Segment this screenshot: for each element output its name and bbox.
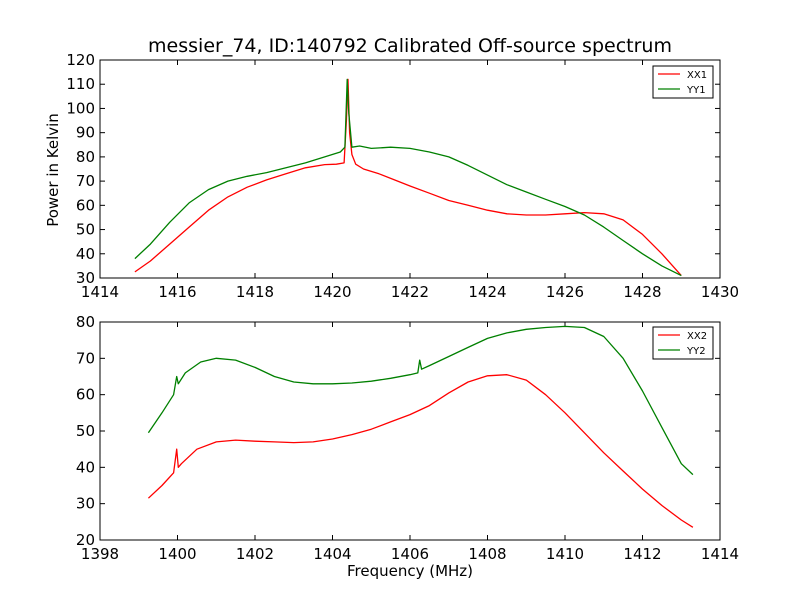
top-y-tick-label: 120 (66, 51, 95, 69)
series-line-yy1 (134, 78, 682, 277)
top-legend-box (652, 65, 714, 99)
bottom-legend-label-yy2: YY2 (686, 346, 706, 357)
series-line-xx2 (147, 374, 694, 528)
top-y-tick-label: 30 (76, 269, 95, 287)
top-chart-title: messier_74, ID:140792 Calibrated Off-sou… (148, 35, 672, 57)
bottom-x-axis-label: Frequency (MHz) (347, 562, 473, 580)
bottom-y-tick-label: 40 (76, 458, 95, 476)
bottom-series-lines (147, 325, 694, 528)
top-y-tick-label: 70 (76, 172, 95, 190)
top-x-tick-label: 1426 (546, 283, 584, 301)
top-x-tick-label: 1428 (623, 283, 661, 301)
bottom-y-tick-label: 60 (76, 386, 95, 404)
top-subplot: messier_74, ID:140792 Calibrated Off-sou… (44, 35, 739, 301)
top-legend-label-xx1: XX1 (687, 70, 707, 81)
top-x-tick-label: 1422 (391, 283, 429, 301)
bottom-y-tick-label: 20 (76, 531, 95, 549)
bottom-y-tick-label: 70 (76, 349, 95, 367)
top-y-tick-label: 110 (66, 75, 95, 93)
bottom-y-tick-label: 50 (76, 422, 95, 440)
top-plot-frame (99, 59, 721, 279)
bottom-legend-label-xx2: XX2 (687, 331, 707, 342)
bottom-legend: XX2 YY2 (652, 326, 714, 360)
bottom-ticks: 1398 1400 1402 1404 1406 1408 1410 1412 1414 20 30… (76, 313, 739, 563)
top-y-tick-label: 90 (76, 124, 95, 142)
top-y-tick-label: 40 (76, 245, 95, 263)
bottom-x-tick-label: 1412 (623, 545, 661, 563)
bottom-x-tick-label: 1398 (81, 545, 119, 563)
bottom-subplot: Frequency (MHz) 1398 1400 1402 1404 1406 1408… (76, 313, 739, 580)
bottom-x-tick-label: 1410 (546, 545, 584, 563)
top-y-axis-label: Power in Kelvin (44, 113, 62, 227)
top-y-tick-label: 100 (66, 99, 95, 117)
top-y-tick-label: 50 (76, 221, 95, 239)
top-legend: XX1 YY1 (652, 65, 714, 99)
bottom-x-tick-label: 1402 (236, 545, 274, 563)
top-x-tick-label: 1416 (158, 283, 196, 301)
bottom-x-tick-label: 1406 (391, 545, 429, 563)
bottom-plot-frame (99, 321, 721, 541)
top-ticks: 1414 1416 1418 1420 1422 1424 1426 1428 1430 30 40… (66, 51, 739, 301)
top-x-tick-label: 1420 (313, 283, 351, 301)
bottom-x-tick-label: 1408 (468, 545, 506, 563)
top-series-lines (134, 78, 682, 277)
series-line-xx1 (134, 78, 682, 277)
bottom-x-tick-label: 1400 (158, 545, 196, 563)
bottom-legend-box (652, 326, 714, 360)
bottom-y-tick-label: 30 (76, 495, 95, 513)
bottom-x-tick-label: 1404 (313, 545, 351, 563)
top-x-tick-label: 1414 (81, 283, 119, 301)
top-y-tick-label: 80 (76, 148, 95, 166)
top-x-tick-label: 1430 (701, 283, 739, 301)
top-legend-label-yy1: YY1 (686, 85, 706, 96)
bottom-x-tick-label: 1414 (701, 545, 739, 563)
top-y-tick-label: 60 (76, 196, 95, 214)
top-x-tick-label: 1418 (236, 283, 274, 301)
series-line-yy2 (147, 325, 694, 476)
top-x-tick-label: 1424 (468, 283, 506, 301)
bottom-y-tick-label: 80 (76, 313, 95, 331)
